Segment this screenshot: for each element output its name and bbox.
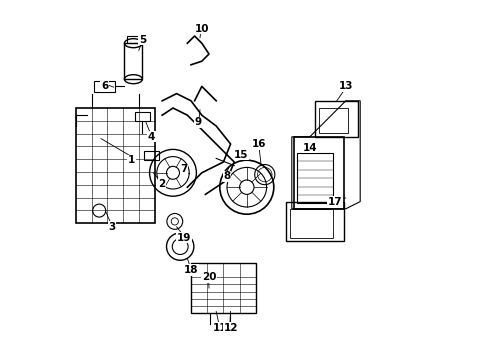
Text: 10: 10 <box>195 24 209 34</box>
Text: 9: 9 <box>195 117 202 127</box>
Bar <box>124 43 143 79</box>
Text: 6: 6 <box>101 81 108 91</box>
Text: 20: 20 <box>202 272 216 282</box>
Text: 17: 17 <box>328 197 343 207</box>
Bar <box>144 151 159 160</box>
Text: 19: 19 <box>176 233 191 243</box>
Bar <box>135 112 149 121</box>
Text: 16: 16 <box>252 139 267 149</box>
Text: 4: 4 <box>147 132 155 142</box>
Text: 18: 18 <box>184 265 198 275</box>
Text: 14: 14 <box>302 143 317 153</box>
Text: 3: 3 <box>108 222 116 232</box>
Text: 11: 11 <box>213 323 227 333</box>
Bar <box>297 153 333 203</box>
Bar <box>94 81 116 92</box>
Text: 7: 7 <box>180 164 188 174</box>
Text: 5: 5 <box>139 35 146 45</box>
Text: 1: 1 <box>128 155 135 165</box>
Bar <box>127 36 140 43</box>
Bar <box>76 108 155 223</box>
Bar <box>319 108 347 133</box>
Text: 2: 2 <box>159 179 166 189</box>
Bar <box>286 202 344 241</box>
Bar <box>290 209 333 238</box>
Text: 13: 13 <box>339 81 353 91</box>
Text: 8: 8 <box>223 171 231 181</box>
Text: 15: 15 <box>234 150 248 160</box>
Bar <box>191 263 256 313</box>
Text: 12: 12 <box>223 323 238 333</box>
Bar <box>315 101 358 137</box>
Bar <box>294 137 344 209</box>
